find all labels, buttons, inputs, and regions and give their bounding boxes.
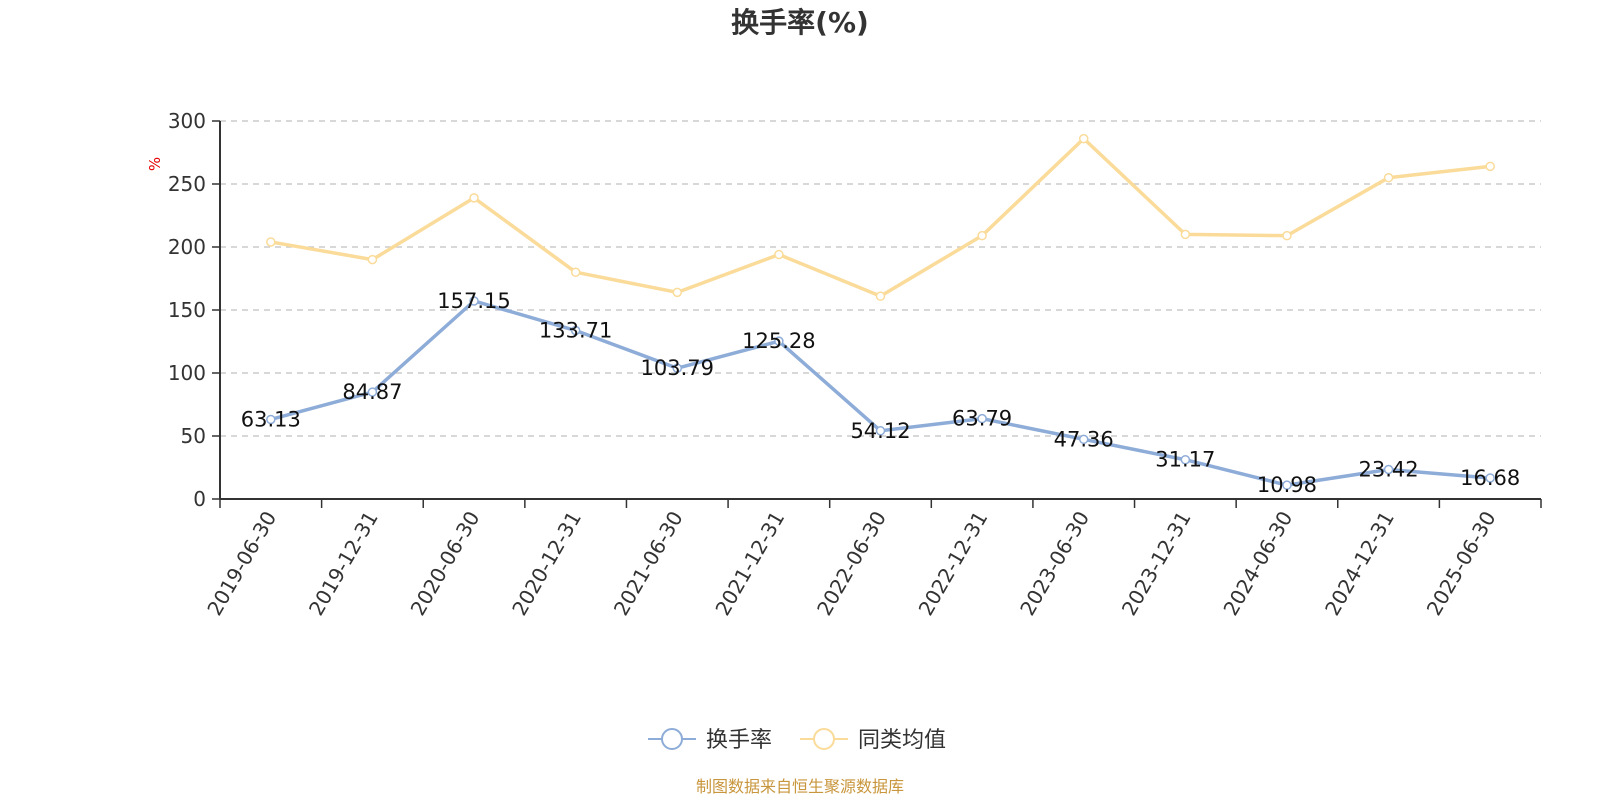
x-tick-label: 2021-06-30 <box>609 507 688 620</box>
data-point-peer-average[interactable] <box>1078 133 1089 144</box>
data-label: 103.79 <box>641 356 714 380</box>
data-point-turnover[interactable] <box>1485 473 1495 483</box>
chart-title: 换手率(%) <box>731 6 869 39</box>
y-tick-label: 150 <box>168 298 206 322</box>
data-point-peer-average[interactable] <box>1485 161 1495 172</box>
data-source-note: 制图数据来自恒生聚源数据库 <box>696 777 904 796</box>
data-point-peer-average[interactable] <box>672 287 683 298</box>
x-tick-label: 2020-06-30 <box>406 507 485 620</box>
y-tick-label: 200 <box>168 235 206 259</box>
data-label: 31.17 <box>1155 448 1215 472</box>
data-point-turnover[interactable] <box>1383 464 1394 475</box>
data-label: 10.98 <box>1257 473 1317 497</box>
data-point-peer-average[interactable] <box>266 237 276 247</box>
series-line-turnover <box>270 299 1491 487</box>
data-point-turnover[interactable] <box>1078 434 1089 445</box>
x-axis-ticks: 2019-06-30 2019-12-31 2020-06-30 2020-12-31… <box>202 499 1542 620</box>
x-tick-label: 2023-12-31 <box>1117 507 1196 620</box>
data-point-peer-average[interactable] <box>774 249 784 260</box>
data-point-peer-average[interactable] <box>570 267 581 277</box>
x-tick-label: 2020-12-31 <box>507 507 586 620</box>
y-tick-label: 50 <box>181 424 206 448</box>
legend-item-peer-average[interactable]: 同类均值 <box>800 728 946 753</box>
data-point-turnover[interactable] <box>469 296 479 306</box>
y-tick-label: 100 <box>168 361 206 385</box>
data-point-turnover[interactable] <box>774 336 784 346</box>
data-label: 84.87 <box>342 380 402 404</box>
x-tick-label: 2023-06-30 <box>1015 507 1094 620</box>
data-labels: 63.13 84.87 157.15 133.71 103.79 125.28 54.12 6… <box>241 289 1521 497</box>
data-label: 47.36 <box>1054 427 1114 451</box>
series-line-peer-average <box>270 136 1491 298</box>
data-point-turnover[interactable] <box>1180 454 1191 465</box>
data-point-turnover[interactable] <box>570 325 581 336</box>
data-label: 125.28 <box>742 329 815 353</box>
data-point-turnover[interactable] <box>672 363 683 373</box>
data-label: 63.13 <box>241 407 301 431</box>
x-tick-label: 2021-12-31 <box>710 507 789 620</box>
data-point-turnover[interactable] <box>266 414 276 425</box>
y-axis-ticks: 0 50 100 150 200 250 300 <box>168 109 220 511</box>
data-point-peer-average[interactable] <box>875 291 886 301</box>
data-point-turnover[interactable] <box>875 426 886 436</box>
data-label: 54.12 <box>850 419 910 443</box>
data-point-peer-average[interactable] <box>367 254 378 265</box>
legend-label-peer-average: 同类均值 <box>858 728 946 753</box>
y-tick-label: 0 <box>193 487 206 511</box>
data-point-peer-average[interactable] <box>1282 230 1292 241</box>
legend-item-turnover[interactable]: 换手率 <box>648 728 772 753</box>
data-point-peer-average[interactable] <box>469 193 479 203</box>
legend[interactable]: 换手率 同类均值 <box>648 728 946 753</box>
data-point-peer-average[interactable] <box>1383 172 1394 183</box>
data-point-turnover[interactable] <box>1282 480 1292 490</box>
x-tick-label: 2019-06-30 <box>202 507 281 620</box>
grid-lines <box>220 120 1541 437</box>
data-label: 63.79 <box>952 407 1012 431</box>
x-tick-label: 2025-06-30 <box>1422 507 1501 620</box>
x-tick-label: 2024-12-31 <box>1320 507 1399 620</box>
data-label: 16.68 <box>1460 466 1520 490</box>
data-label: 133.71 <box>539 319 612 343</box>
legend-marker-peer-average <box>813 728 835 750</box>
data-point-turnover[interactable] <box>977 413 987 424</box>
x-tick-label: 2024-06-30 <box>1218 507 1297 620</box>
y-tick-label: 250 <box>168 172 206 196</box>
data-label: 23.42 <box>1359 457 1419 481</box>
data-point-peer-average[interactable] <box>977 230 987 241</box>
series-layer <box>266 133 1495 490</box>
y-axis-unit: % <box>146 157 164 171</box>
legend-marker-turnover <box>661 728 683 750</box>
x-tick-label: 2022-06-30 <box>812 507 891 620</box>
x-tick-label: 2019-12-31 <box>304 507 383 620</box>
legend-label-turnover: 换手率 <box>706 728 772 753</box>
data-label: 157.15 <box>437 289 510 313</box>
data-point-turnover[interactable] <box>367 387 378 397</box>
y-tick-label: 300 <box>168 109 206 133</box>
x-tick-label: 2022-12-31 <box>914 507 993 620</box>
data-point-peer-average[interactable] <box>1180 229 1191 240</box>
